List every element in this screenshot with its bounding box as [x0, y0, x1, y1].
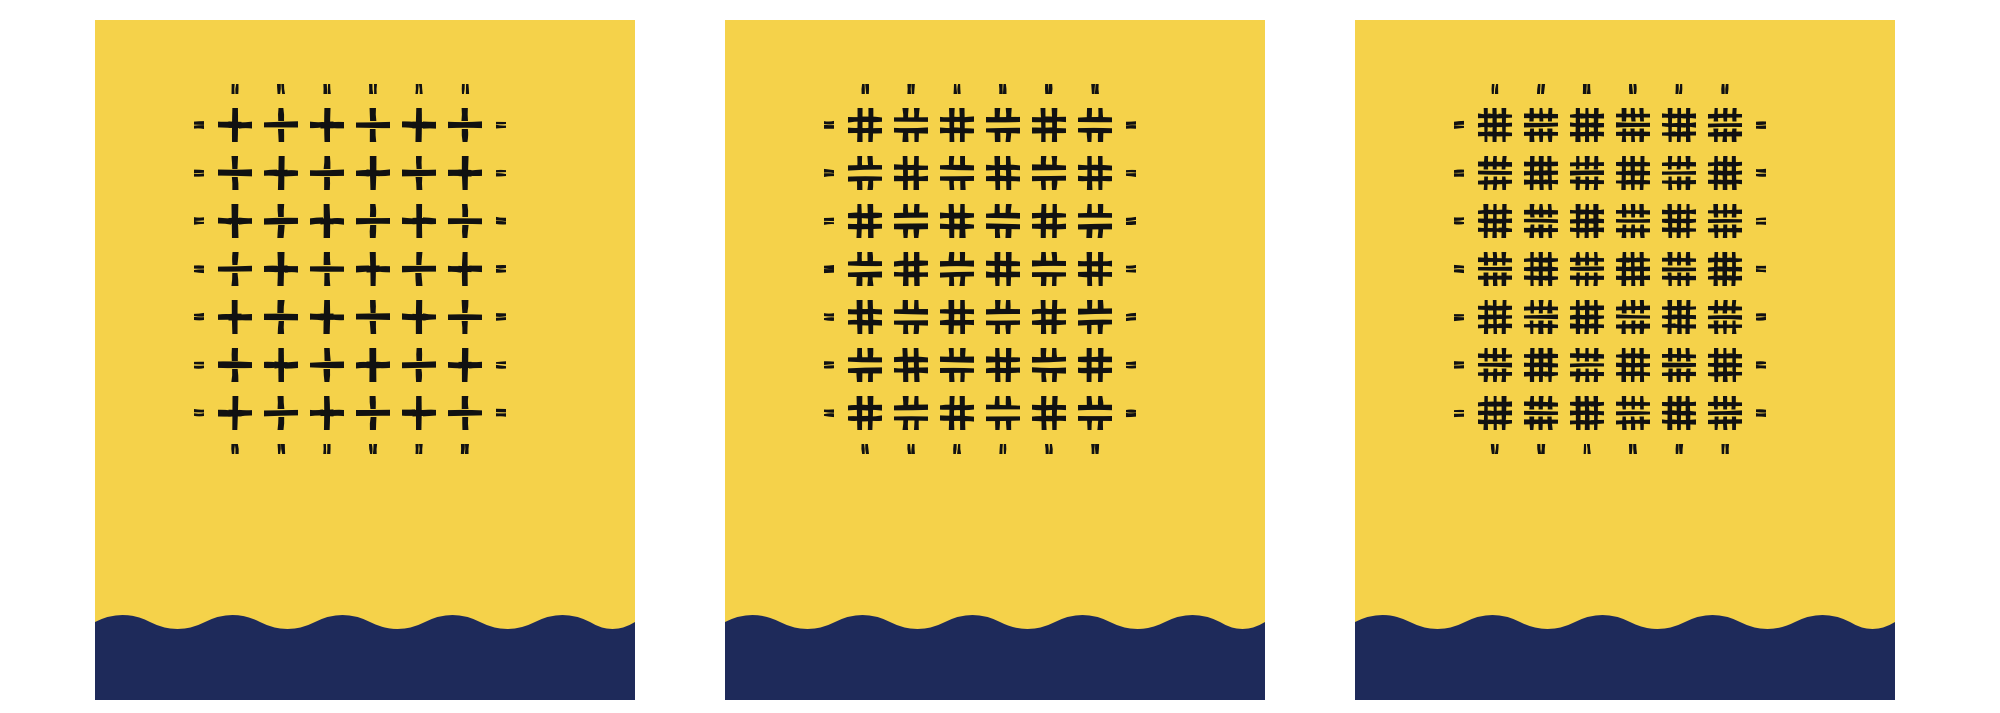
figure-stage	[0, 0, 2000, 713]
weave-panel-2	[1355, 20, 1895, 700]
weave-panel-0	[95, 20, 635, 700]
weave-panel-1	[725, 20, 1265, 700]
